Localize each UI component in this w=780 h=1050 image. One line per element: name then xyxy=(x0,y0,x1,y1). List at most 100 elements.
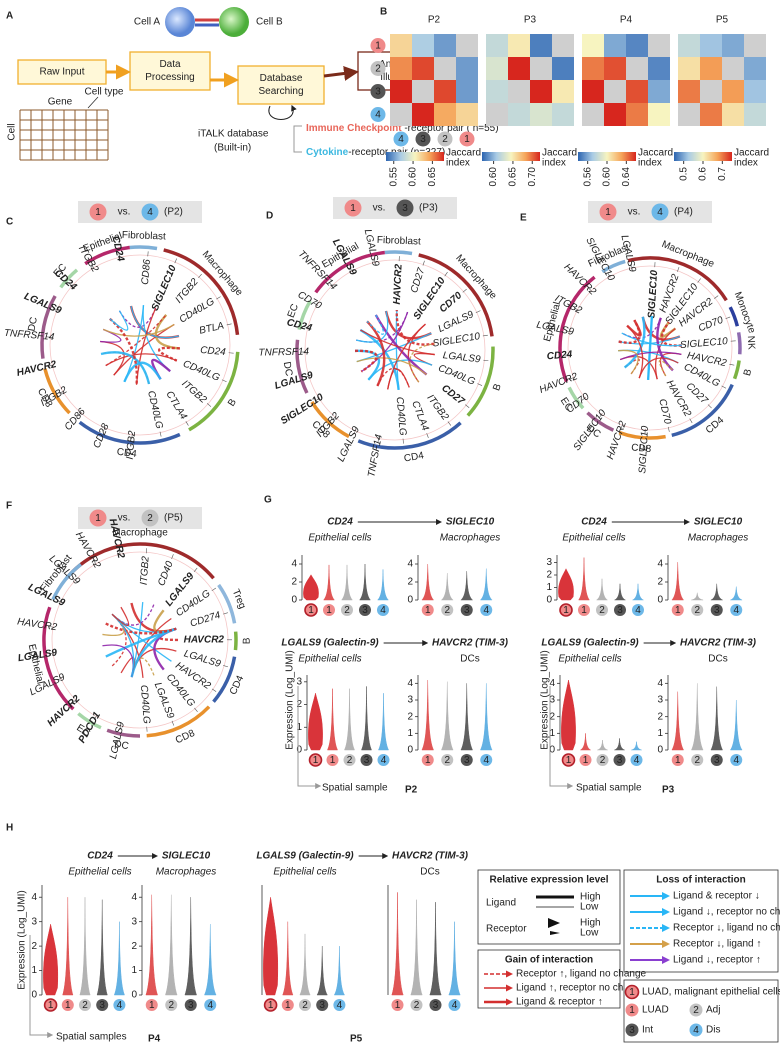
x-axis-label: Spatial samples xyxy=(56,1032,127,1043)
gene-label: HAVCR2 xyxy=(184,634,225,645)
violin xyxy=(377,693,390,751)
sample-badge-label: 4 xyxy=(207,1000,213,1011)
sample-badge-label: 1 xyxy=(48,1000,54,1011)
gene-tick xyxy=(689,418,693,424)
legend-label: Ligand ↓, receptor no change xyxy=(673,907,780,918)
colorbar xyxy=(386,152,444,161)
patient-label: P2 xyxy=(405,785,418,796)
gene-tick xyxy=(198,273,202,279)
header-box xyxy=(588,201,712,223)
heatmap-cell xyxy=(508,57,530,80)
y-tick-label: 2 xyxy=(31,941,37,952)
sample-badge xyxy=(710,604,723,616)
sample-badge xyxy=(113,999,126,1011)
sector-label: DC xyxy=(113,739,129,752)
chord xyxy=(413,352,435,366)
step-label: Data xyxy=(159,59,181,70)
gene-label: CD40LG xyxy=(436,363,476,388)
heatmap-cell xyxy=(486,57,508,80)
violin xyxy=(632,583,644,601)
sample-badge xyxy=(360,754,373,766)
panel-letter: A xyxy=(6,11,13,22)
receptor: SIGLEC10 xyxy=(162,851,211,862)
colorbar-label: index xyxy=(734,158,758,169)
panel-letter: F xyxy=(6,501,12,512)
chord xyxy=(131,657,155,678)
x-axis-label: Spatial sample xyxy=(576,783,642,794)
sector-arc xyxy=(146,705,211,738)
sector-label: DC xyxy=(281,361,294,377)
colorbar-tick-label: 0.70 xyxy=(527,167,538,187)
header-vs: vs. xyxy=(118,207,131,218)
header-box xyxy=(333,197,457,219)
violin xyxy=(96,899,108,996)
sample-badge-label: 4 xyxy=(733,755,739,766)
chord xyxy=(660,321,682,347)
chord xyxy=(157,346,180,362)
heatmap-cell xyxy=(700,34,722,57)
sample-badge-label: 1 xyxy=(581,605,587,616)
gene-tick xyxy=(329,282,334,287)
gene-tick xyxy=(93,560,97,565)
violin xyxy=(184,897,197,996)
receptor: HAVCR2 (TIM-3) xyxy=(432,638,509,649)
y-tick-label: 2 xyxy=(549,711,555,722)
sector-arc xyxy=(129,245,158,251)
chord xyxy=(658,359,674,377)
sample-badge-label: 4 xyxy=(483,605,489,616)
sample-badge xyxy=(304,603,318,617)
y-tick-label: 3 xyxy=(31,916,37,927)
sample-badge xyxy=(579,754,592,766)
sample-badge-label: 3 xyxy=(402,203,408,214)
sample-badge xyxy=(730,604,743,616)
gene-label: SIGLEC10 xyxy=(680,336,729,351)
gene-label: CD24 xyxy=(200,345,227,358)
sample-badge-label: 2 xyxy=(444,755,450,766)
legend-arrowhead xyxy=(506,998,513,1006)
heatmap-cell xyxy=(678,34,700,57)
gene-label: CD40 xyxy=(156,559,176,587)
label: Cell xyxy=(7,123,18,140)
violin xyxy=(391,892,404,996)
inner-ring xyxy=(49,254,231,436)
gene-tick xyxy=(581,397,586,401)
inner-ring xyxy=(304,259,486,441)
sample-badge xyxy=(396,199,414,217)
ligand-cell: Epithelial cells xyxy=(558,654,621,665)
header-box xyxy=(78,507,202,529)
chord xyxy=(109,310,129,331)
chord xyxy=(656,317,674,372)
y-tick-label: 0 xyxy=(657,745,663,756)
y-tick-label: 2 xyxy=(657,577,663,588)
chord xyxy=(395,309,435,346)
sample-badge-label: 3 xyxy=(319,1000,325,1011)
sample-badge xyxy=(184,999,197,1011)
label: Cell A xyxy=(134,17,160,28)
panel-letter: H xyxy=(6,823,13,834)
gene-tick xyxy=(477,383,483,386)
sample-badge-label: 2 xyxy=(347,755,353,766)
sample-badge xyxy=(370,107,386,122)
violin xyxy=(376,569,390,601)
sample-badge-label: 1 xyxy=(313,755,319,766)
ligand: CD24 xyxy=(87,851,113,862)
gene-tick xyxy=(118,253,121,259)
chord xyxy=(366,320,386,387)
sample-badge-label: 3 xyxy=(617,755,623,766)
sample-badge xyxy=(596,604,608,616)
sector-arc xyxy=(217,583,237,624)
heatmap-cell xyxy=(678,80,700,103)
sector-label: CD8 xyxy=(631,442,652,455)
patient-label: P5 xyxy=(350,1034,363,1045)
heatmap-cell xyxy=(552,103,574,126)
sample-badge xyxy=(343,754,356,766)
colorbar-label: Jaccard xyxy=(446,148,481,159)
header-vs: vs. xyxy=(118,513,131,524)
sample-badge xyxy=(299,999,311,1011)
sample-badge-label: 3 xyxy=(420,134,426,145)
sample-badge xyxy=(43,998,58,1012)
legend-label: Ligand & receptor ↓ xyxy=(673,891,760,902)
gene-label: CTLA4 xyxy=(163,389,189,422)
violin xyxy=(429,902,442,996)
gene-label: CD28 xyxy=(91,422,111,450)
